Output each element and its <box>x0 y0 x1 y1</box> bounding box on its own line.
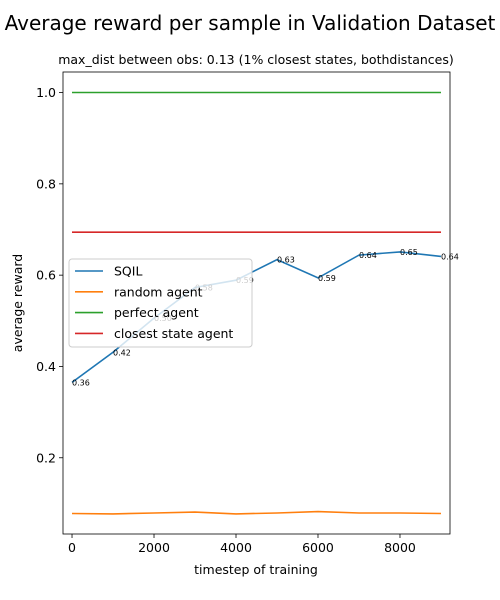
y-axis-label: average reward <box>10 254 25 352</box>
plot-frame <box>62 71 451 535</box>
legend-box <box>68 258 253 348</box>
legend-label-2: random agent <box>114 284 203 299</box>
series-line-2 <box>71 510 442 515</box>
y-tick-label: 0.2 <box>36 450 56 465</box>
legend-label-3: perfect agent <box>114 305 199 320</box>
data-label: 0.59 <box>318 274 336 283</box>
x-tick-label: 8000 <box>384 540 416 555</box>
y-tick-label: 0.6 <box>36 268 56 283</box>
x-axis-label: timestep of training <box>194 562 318 577</box>
plot-area: 0.360.420.500.580.590.630.590.640.650.64… <box>36 71 459 555</box>
x-tick-label: 6000 <box>302 540 334 555</box>
data-label: 0.42 <box>113 348 131 357</box>
data-label: 0.63 <box>277 256 295 265</box>
data-label: 0.64 <box>359 251 377 260</box>
legend-label-1: SQIL <box>114 264 142 279</box>
chart-title: Average reward per sample in Validation … <box>5 11 496 35</box>
legend-label-4: closest state agent <box>114 326 233 341</box>
x-tick-label: 0 <box>68 540 76 555</box>
y-tick-label: 0.4 <box>36 359 56 374</box>
data-label: 0.65 <box>400 248 418 257</box>
x-tick-label: 4000 <box>220 540 252 555</box>
x-tick-label: 2000 <box>138 540 170 555</box>
chart-subtitle: max_dist between obs: 0.13 (1% closest s… <box>58 52 454 67</box>
data-label: 0.36 <box>72 378 90 387</box>
y-tick-label: 1.0 <box>36 85 56 100</box>
y-tick-label: 0.8 <box>36 176 56 191</box>
